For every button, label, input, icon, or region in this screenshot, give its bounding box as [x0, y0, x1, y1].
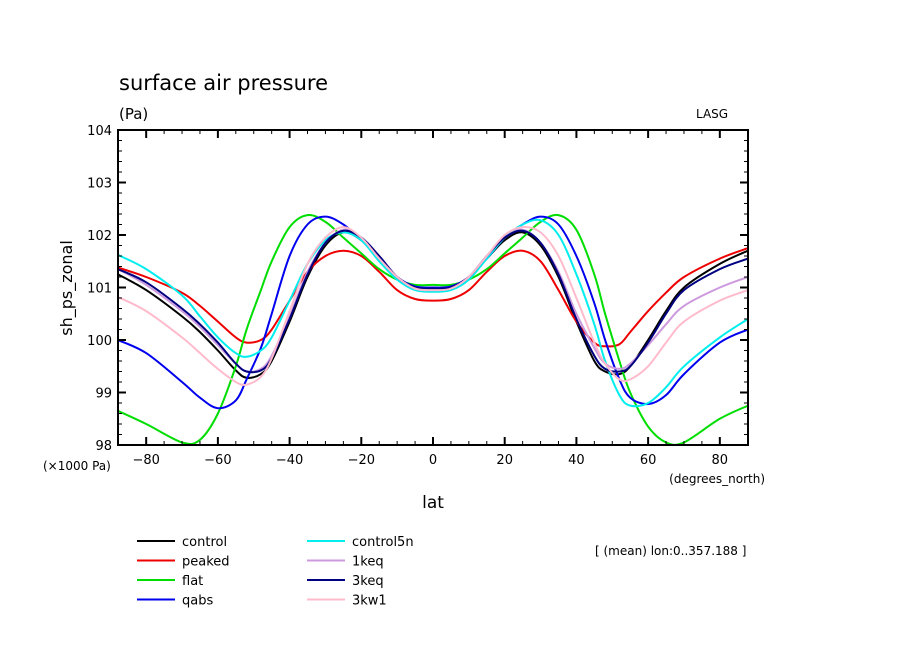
y-tick-label: 101 [87, 282, 112, 297]
x-tick-label: 20 [496, 453, 513, 468]
legend-label: control5n [352, 535, 414, 550]
series-line-qabs [118, 215, 748, 410]
legend-item-flat: flat [137, 574, 203, 589]
x-tick-label: 0 [429, 453, 437, 468]
x-tick-label: −20 [348, 453, 375, 468]
x-tick-label: 60 [640, 453, 657, 468]
mean-note: [ (mean) lon:0..357.188 ] [595, 544, 746, 558]
chart-title: surface air pressure [119, 71, 328, 95]
y-axis-label: sh_ps_zonal [57, 240, 77, 336]
axis-ticks [118, 129, 748, 446]
x-tick-labels: −80 −60 −40 −20 0 20 40 60 80 [132, 453, 728, 468]
legend-label: peaked [182, 555, 230, 570]
legend-label: flat [182, 574, 203, 589]
series-line-3keq [118, 229, 748, 374]
legend-item-3kw1: 3kw1 [307, 594, 387, 609]
y-tick-label: 103 [87, 177, 112, 192]
credit-label: LASG [696, 107, 728, 121]
units-label: (Pa) [119, 105, 148, 123]
series-line-control5n [118, 218, 748, 408]
legend-label: 1keq [352, 555, 384, 570]
y-tick-label: 98 [95, 439, 112, 454]
x-tick-label: −40 [276, 453, 303, 468]
y-tick-label: 99 [95, 387, 112, 402]
y-tick-label: 102 [87, 229, 112, 244]
plot-lines [118, 213, 748, 445]
legend-item-qabs: qabs [137, 594, 213, 609]
x-tick-label: −80 [132, 453, 159, 468]
x-axis-label: lat [422, 493, 444, 513]
x-tick-label: −60 [204, 453, 231, 468]
legend-item-3keq: 3keq [307, 574, 384, 589]
x-tick-label: 40 [568, 453, 585, 468]
y-scale-label: (×1000 Pa) [43, 459, 111, 473]
y-tick-labels: 98 99 100 101 102 103 104 [87, 124, 112, 454]
legend-item-control: control [137, 535, 227, 550]
x-tick-label: 80 [712, 453, 729, 468]
x-units-label: (degrees_north) [669, 472, 765, 486]
legend-label: 3kw1 [352, 594, 387, 609]
y-tick-label: 100 [87, 334, 112, 349]
legend-item-peaked: peaked [137, 555, 230, 570]
legend-item-1keq: 1keq [307, 555, 384, 570]
legend: control peaked flat qabs control5n 1keq 3keq 3k… [137, 535, 414, 609]
legend-label: control [182, 535, 227, 550]
legend-item-control5n: control5n [307, 535, 414, 550]
legend-label: 3keq [352, 574, 384, 589]
y-tick-label: 104 [87, 124, 112, 139]
series-line-3kw1 [118, 226, 748, 386]
legend-label: qabs [182, 594, 213, 609]
